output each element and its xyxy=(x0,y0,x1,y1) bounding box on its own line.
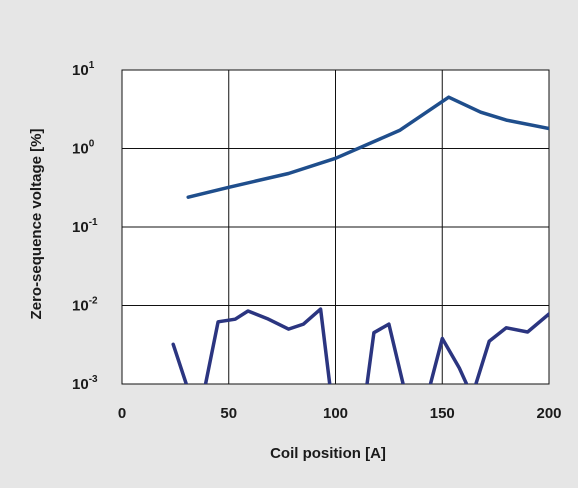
y-tick-label: 100 xyxy=(72,139,95,158)
x-axis-label: Coil position [A] xyxy=(270,445,386,462)
x-tick-label: 150 xyxy=(430,405,455,422)
x-tick-label: 50 xyxy=(220,405,237,422)
x-tick-label: 100 xyxy=(323,405,348,422)
series-line-2 xyxy=(171,307,549,384)
y-tick-label: 101 xyxy=(72,60,95,79)
x-tick-label: 200 xyxy=(536,405,561,422)
y-axis-label: Zero-sequence voltage [%] xyxy=(28,129,45,320)
plot-area: 0 50 100 150 200 101 100 10-1 10-2 10-3 xyxy=(72,60,562,422)
plot-frame xyxy=(121,69,550,385)
series-line-1 xyxy=(186,95,549,199)
y-tick-label: 10-3 xyxy=(72,374,98,393)
y-tick-label: 10-2 xyxy=(72,296,98,315)
y-tick-label: 10-1 xyxy=(72,217,98,236)
x-tick-label: 0 xyxy=(118,405,126,422)
